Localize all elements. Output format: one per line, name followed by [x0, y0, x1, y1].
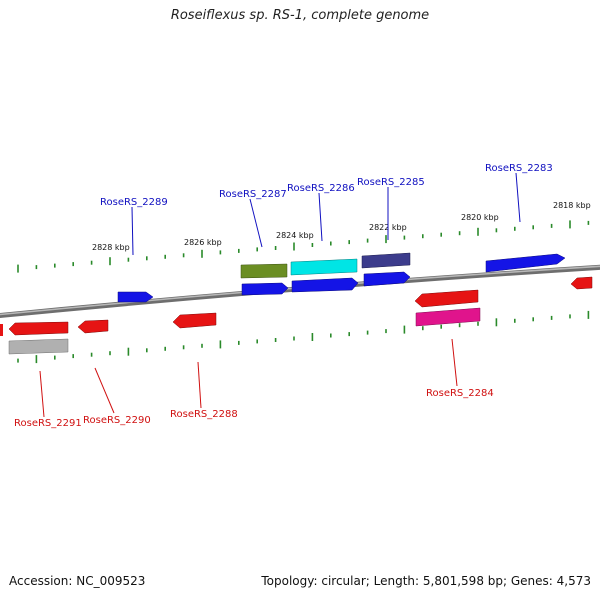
gene-label-2289[interactable]: RoseRS_2289 [100, 197, 168, 208]
kbp-label-2824: 2824 kbp [276, 231, 314, 240]
gene-feature-2289[interactable] [117, 291, 154, 303]
gene-label-2290[interactable]: RoseRS_2290 [83, 415, 151, 426]
gene-feature-2291b[interactable] [8, 338, 69, 355]
gene-feature-2286a[interactable] [290, 258, 358, 276]
kbp-label-2820: 2820 kbp [461, 213, 499, 222]
leader-lines-top [131, 172, 521, 256]
gene-label-2288[interactable]: RoseRS_2288 [170, 409, 238, 420]
gene-label-2286[interactable]: RoseRS_2286 [287, 183, 355, 194]
gene-feature-edge-left[interactable] [0, 324, 3, 336]
gene-feature-2282[interactable] [570, 276, 593, 290]
kbp-label-2818: 2818 kbp [553, 201, 591, 210]
gene-feature-2290[interactable] [77, 319, 109, 334]
gene-label-2287[interactable]: RoseRS_2287 [219, 189, 287, 200]
gene-feature-2287a[interactable] [240, 263, 288, 279]
gene-label-2283[interactable]: RoseRS_2283 [485, 163, 553, 174]
gene-feature-2286b[interactable] [291, 277, 359, 293]
gene-feature-2284b[interactable] [415, 307, 481, 327]
accession-text: Accession: NC_009523 [9, 574, 146, 588]
map-title: Roseiflexus sp. RS-1, complete genome [170, 8, 430, 23]
gene-feature-2283[interactable] [485, 253, 566, 273]
gene-feature-2284a[interactable] [414, 289, 479, 308]
gene-feature-2285b[interactable] [363, 271, 411, 287]
kbp-label-2828: 2828 kbp [92, 243, 130, 252]
kbp-label-2826: 2826 kbp [184, 238, 222, 247]
gene-feature-2285a[interactable] [361, 252, 411, 269]
leader-lines-bottom [39, 338, 458, 418]
gene-feature-2291a[interactable] [8, 321, 69, 336]
gene-label-2285[interactable]: RoseRS_2285 [357, 177, 425, 188]
tick-row-inner [17, 310, 590, 364]
genome-summary-text: Topology: circular; Length: 5,801,598 bp… [261, 574, 591, 588]
gene-label-2284[interactable]: RoseRS_2284 [426, 388, 494, 399]
gene-feature-2287b[interactable] [241, 282, 289, 296]
gene-label-2291[interactable]: RoseRS_2291 [14, 418, 82, 429]
gene-feature-2288[interactable] [172, 312, 217, 329]
tick-row-outer [17, 220, 590, 273]
